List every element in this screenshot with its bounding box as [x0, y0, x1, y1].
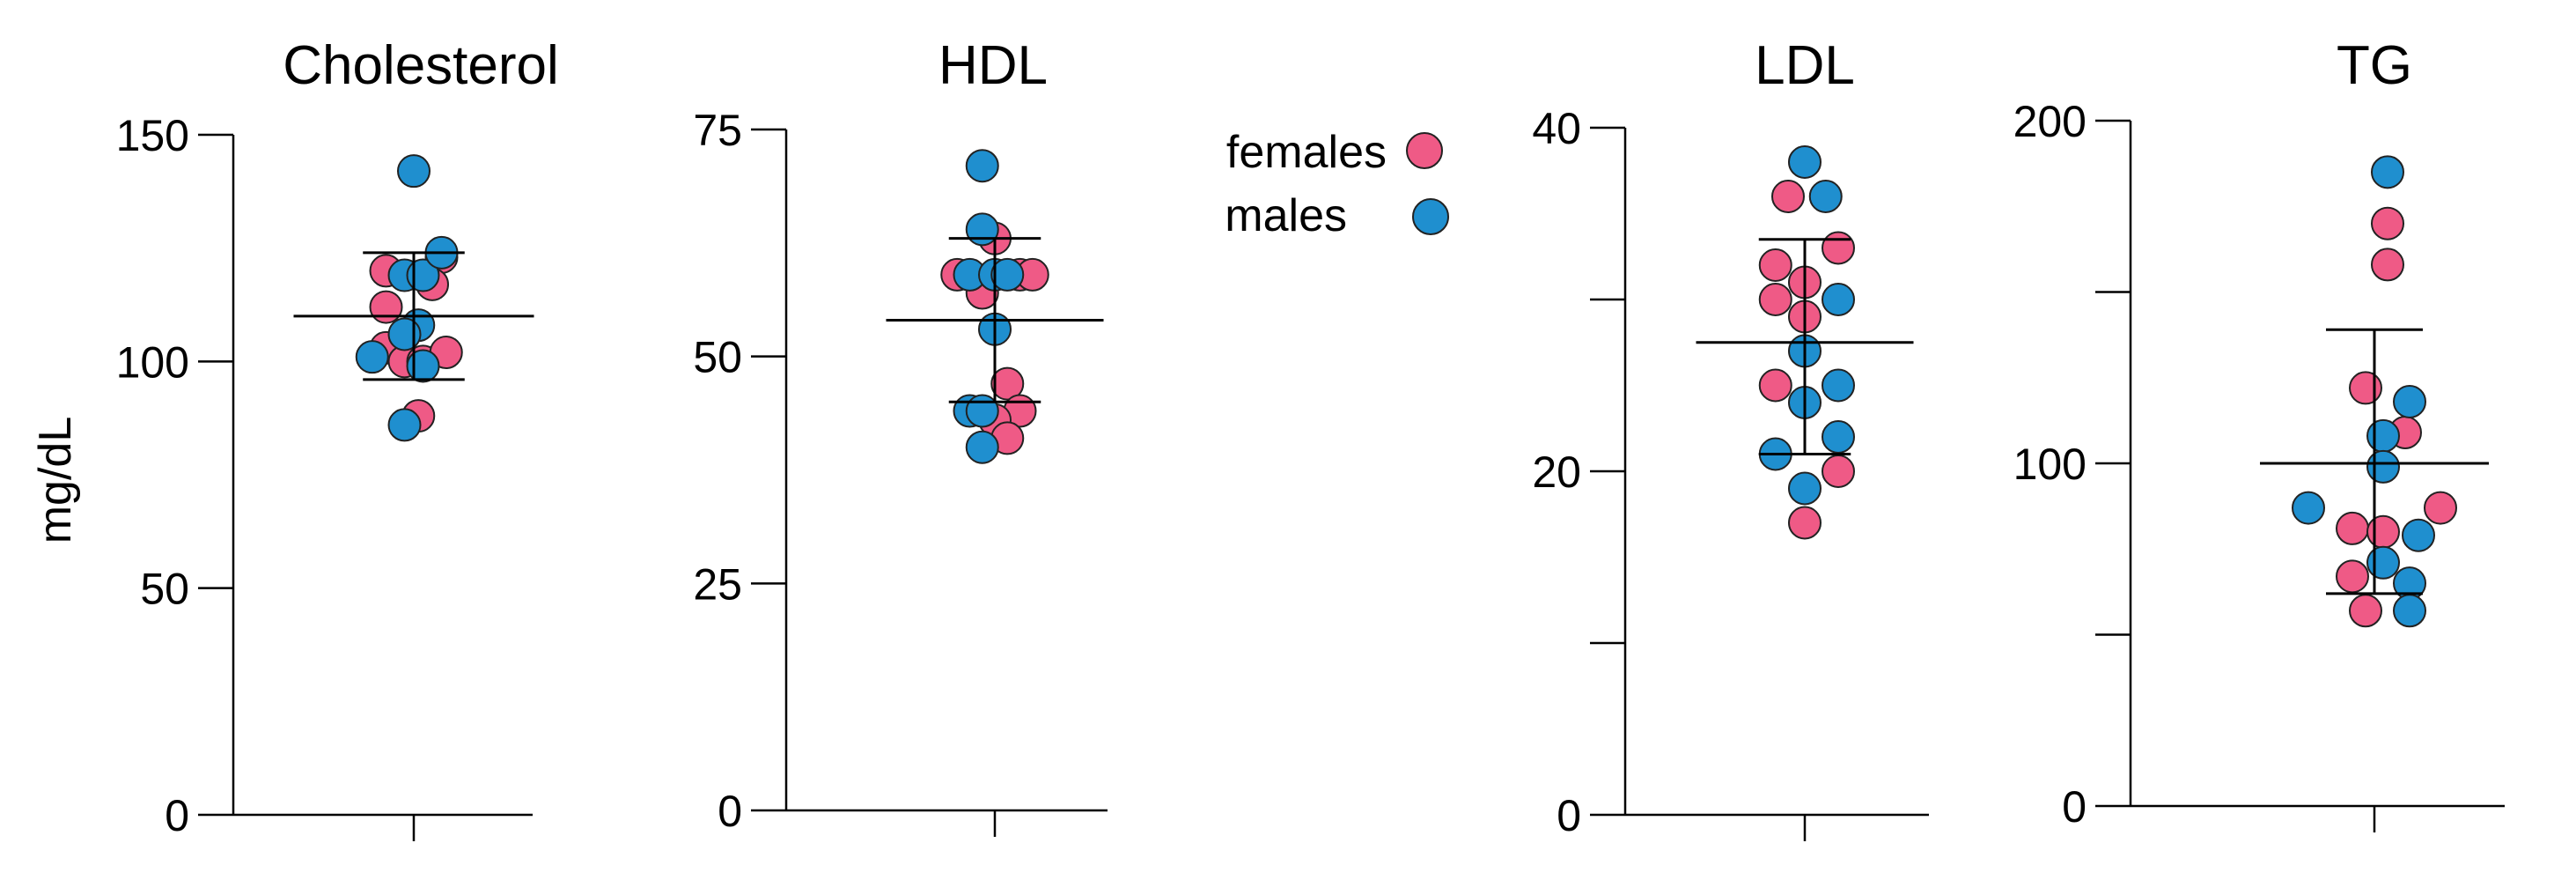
cholesterol-y-tick-label: 100 — [116, 337, 189, 387]
tg-male-point — [2402, 518, 2435, 552]
ldl-female-point — [1822, 231, 1855, 265]
tg-female-point — [2371, 248, 2404, 282]
tg-male-point — [2393, 594, 2426, 628]
tg-title: TG — [2337, 35, 2412, 96]
hdl-y-tick-label: 25 — [693, 559, 742, 609]
tg-male-point — [2366, 545, 2400, 580]
legend-females-marker — [1406, 132, 1443, 169]
hdl-y-tick-label: 0 — [718, 787, 742, 836]
ldl-female-point — [1822, 455, 1855, 488]
ldl-y-tick-label: 40 — [1532, 104, 1581, 153]
ldl-female-point — [1788, 506, 1822, 540]
tg-female-point — [2349, 594, 2382, 628]
cholesterol-y-tick-label: 150 — [116, 111, 189, 160]
y-axis-label: mg/dL — [30, 417, 81, 544]
cholesterol-male-point — [387, 408, 422, 442]
tg-panel: TG 0 100 200 — [2013, 35, 2505, 832]
cholesterol-male-point — [387, 317, 422, 351]
ldl-male-point — [1788, 471, 1822, 506]
hdl-panel: HDL 0 25 50 75 — [693, 35, 1108, 837]
tg-y-tick-label: 100 — [2013, 440, 2087, 489]
legend: females males — [1225, 127, 1449, 241]
hdl-male-point — [965, 212, 999, 247]
hdl-male-point — [990, 257, 1025, 292]
panels: Cholesterol 0 50 100 150 HDL 0 25 50 75 LDL 0 20 40 TG… — [116, 35, 2505, 841]
hdl-male-point — [965, 430, 999, 464]
tg-female-point — [2371, 206, 2404, 240]
cholesterol-title: Cholesterol — [283, 35, 559, 96]
cholesterol-female-point — [369, 290, 403, 324]
hdl-y-tick-label: 75 — [693, 106, 742, 155]
hdl-male-point — [965, 149, 999, 183]
legend-males-marker — [1412, 198, 1449, 235]
cholesterol-male-point — [397, 154, 431, 189]
cholesterol-male-point — [355, 340, 389, 374]
ldl-male-point — [1822, 420, 1855, 454]
tg-male-point — [2366, 418, 2400, 453]
ldl-female-point — [1771, 180, 1805, 213]
ldl-female-point — [1758, 248, 1792, 282]
hdl-male-point — [965, 394, 999, 428]
ldl-male-point — [1788, 145, 1822, 179]
hdl-female-point — [990, 366, 1025, 401]
cholesterol-y-tick-label: 50 — [140, 565, 189, 614]
tg-male-point — [2292, 491, 2325, 525]
ldl-title: LDL — [1755, 35, 1855, 96]
tg-female-point — [2336, 559, 2369, 594]
hdl-y-tick-label: 50 — [693, 333, 742, 382]
ldl-female-point — [1758, 368, 1792, 403]
ldl-y-tick-label: 20 — [1532, 447, 1581, 497]
legend-females-label: females — [1226, 127, 1387, 178]
tg-y-tick-label: 0 — [2062, 782, 2087, 832]
tg-male-point — [2371, 155, 2404, 189]
tg-female-point — [2336, 511, 2369, 545]
ldl-female-point — [1758, 283, 1792, 316]
ldl-y-tick-label: 0 — [1557, 791, 1581, 840]
hdl-title: HDL — [938, 35, 1048, 96]
cholesterol-panel: Cholesterol 0 50 100 150 — [116, 35, 559, 841]
tg-male-point — [2393, 384, 2426, 418]
tg-female-point — [2349, 371, 2382, 405]
ldl-male-point — [1808, 180, 1843, 213]
cholesterol-y-tick-label: 0 — [165, 791, 189, 840]
cholesterol-male-point — [406, 349, 440, 383]
tg-female-point — [2424, 491, 2457, 525]
ldl-panel: LDL 0 20 40 — [1532, 35, 1929, 841]
tg-male-point — [2366, 449, 2400, 484]
tg-y-tick-label: 200 — [2013, 97, 2087, 146]
ldl-male-point — [1822, 368, 1855, 403]
legend-males-label: males — [1225, 190, 1347, 241]
tg-female-point — [2366, 514, 2400, 549]
ldl-male-point — [1822, 283, 1855, 316]
